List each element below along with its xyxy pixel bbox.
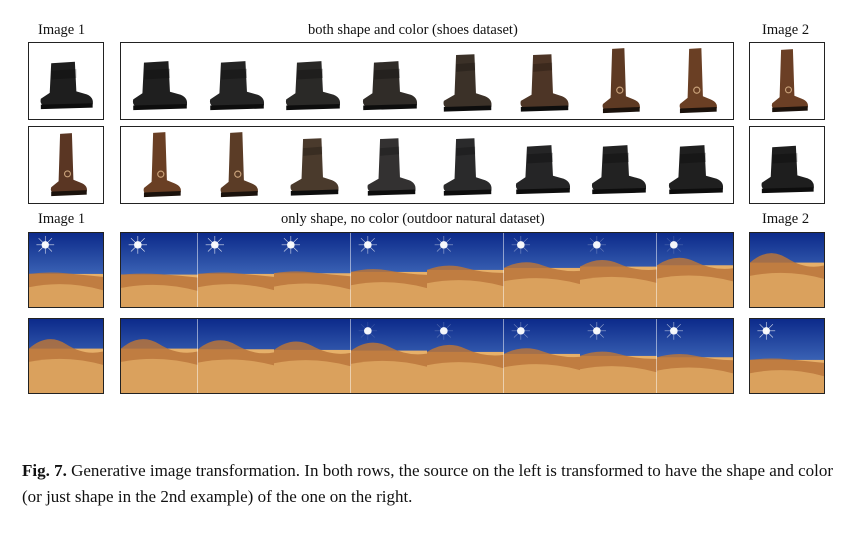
shoe-step-5 [427, 43, 504, 119]
desert-step-3 [274, 319, 351, 393]
desert-row1-source-image [28, 232, 104, 308]
desert-image2-label: Image 2 [762, 211, 810, 227]
shoe-step-8 [656, 127, 733, 203]
desert-step-8 [656, 319, 733, 393]
shoe-row2-target-image [749, 126, 825, 204]
shoe-step-3 [274, 127, 351, 203]
shoe-step-7 [580, 43, 657, 119]
desert-step-5 [427, 233, 504, 307]
desert-row1-target-image [749, 232, 825, 308]
figure-caption-prefix: Fig. 7. [22, 461, 67, 480]
shoe-step-1 [121, 43, 198, 119]
desert-step-6 [503, 233, 580, 307]
desert-step-7 [580, 319, 657, 393]
desert-image1-label: Image 1 [38, 211, 86, 227]
shoe-row1-target-image [749, 42, 825, 120]
shoe-step-4 [350, 127, 427, 203]
desert-step-2 [197, 233, 274, 307]
shoe-step-6 [503, 43, 580, 119]
shoe-row1-transformation-strip [120, 42, 734, 120]
desert-step-2 [197, 319, 274, 393]
desert-step-3 [274, 233, 351, 307]
desert-row2-transformation-strip [120, 318, 734, 394]
desert-step-1 [121, 233, 198, 307]
shoe-step-1 [121, 127, 198, 203]
desert-step-5 [427, 319, 504, 393]
shoes-image1-label: Image 1 [38, 22, 86, 38]
desert-step-6 [503, 319, 580, 393]
desert-row2-target-image [749, 318, 825, 394]
shoes-section-title: both shape and color (shoes dataset) [308, 22, 518, 38]
desert-step-8 [656, 233, 733, 307]
shoes-image2-label: Image 2 [762, 22, 810, 38]
figure-caption-text: Generative image transformation. In both… [22, 461, 834, 506]
shoe-step-6 [503, 127, 580, 203]
shoe-row2-source-image [28, 126, 104, 204]
desert-section-title: only shape, no color (outdoor natural da… [281, 211, 545, 227]
figure-caption: Fig. 7. Generative image transformation.… [22, 458, 834, 509]
desert-row1-transformation-strip [120, 232, 734, 308]
shoe-row2-transformation-strip [120, 126, 734, 204]
shoe-step-8 [656, 43, 733, 119]
desert-step-7 [580, 233, 657, 307]
shoe-step-4 [350, 43, 427, 119]
shoe-step-7 [580, 127, 657, 203]
shoe-step-2 [197, 43, 274, 119]
desert-step-4 [350, 233, 427, 307]
shoe-step-5 [427, 127, 504, 203]
desert-row2-source-image [28, 318, 104, 394]
shoe-step-2 [197, 127, 274, 203]
desert-step-1 [121, 319, 198, 393]
shoe-row1-source-image [28, 42, 104, 120]
desert-step-4 [350, 319, 427, 393]
shoe-step-3 [274, 43, 351, 119]
